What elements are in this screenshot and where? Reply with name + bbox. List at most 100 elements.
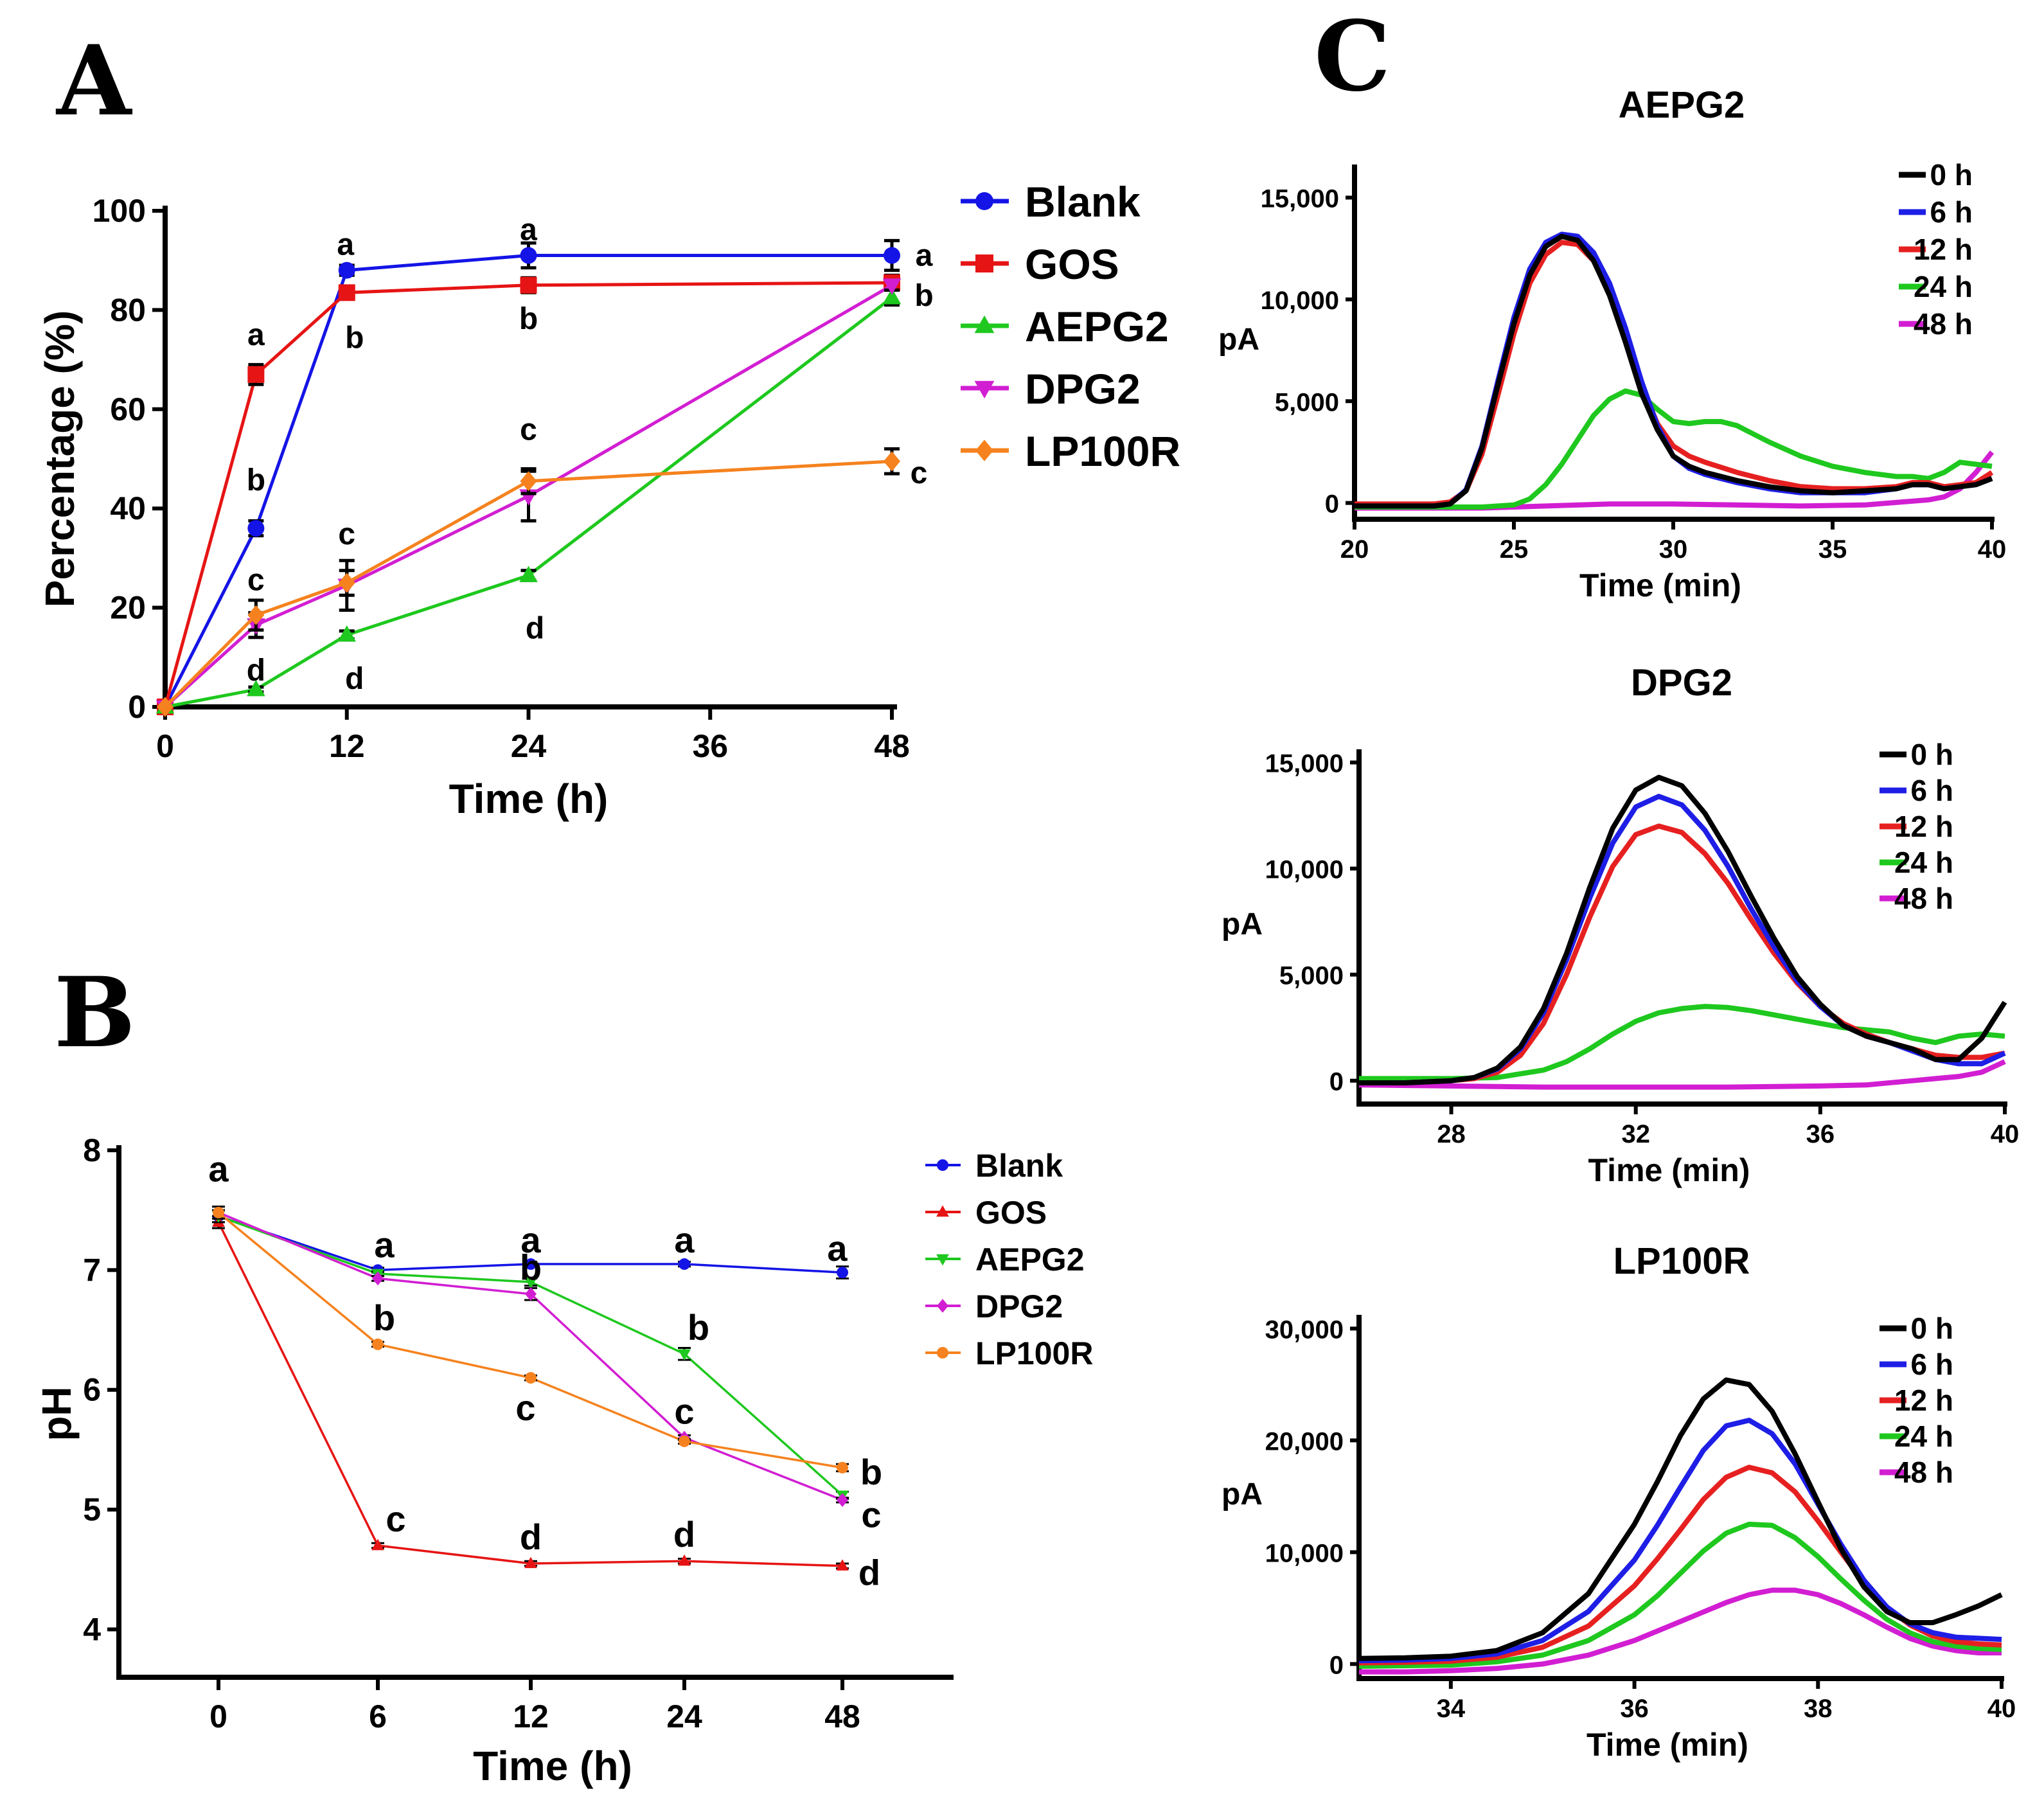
legend-marker-dpg2 (974, 380, 995, 399)
legend: Blank GOS AEPG2 DPG2 LP100R (961, 178, 1180, 475)
data-point-aepg2 (678, 1349, 691, 1361)
data-point-aepg2 (247, 680, 265, 697)
panel-label-b: B (54, 956, 136, 1069)
legend-marker-blank (937, 1159, 948, 1171)
legend-label-6-h: 6 h (1930, 195, 1973, 229)
legend-marker-blank (975, 192, 993, 210)
series-line-24-h (1358, 1521, 2002, 1669)
significance-letter: b (860, 1452, 882, 1492)
legend-label-gos: GOS (1025, 240, 1119, 288)
legend-marker-dpg2 (937, 1299, 948, 1313)
series-lp100r: b c b (212, 1206, 882, 1492)
y-tick-label: 5,000 (1275, 388, 1339, 416)
data-point-gos (678, 1554, 691, 1566)
y-tick-label: 40 (110, 490, 146, 526)
y-axis-title: pA (1218, 323, 1259, 357)
data-point-gos (520, 276, 537, 294)
legend-marker-gos (975, 254, 993, 272)
significance-letter: d (858, 1553, 880, 1593)
legend: 0 h6 h12 h24 h48 h (1899, 158, 1973, 341)
y-tick-label: 4 (83, 1611, 101, 1647)
significance-letter: d (247, 654, 265, 688)
significance-letter: d (520, 1517, 542, 1557)
significance-letter: a (916, 238, 933, 272)
y-tick-label: 7 (83, 1252, 101, 1288)
series-aepg2: d d d (156, 288, 902, 714)
series-lp100r: cc (157, 413, 927, 717)
x-tick-label: 20 (1340, 535, 1369, 564)
data-point-gos (247, 366, 265, 383)
series-line-6-h (1355, 231, 1993, 509)
data-point-aepg2 (882, 288, 902, 305)
x-tick-label: 25 (1500, 535, 1529, 564)
y-tick-label: 0 (1329, 1651, 1344, 1679)
legend-label-24-h: 24 h (1914, 270, 1973, 303)
data-point-dpg2 (525, 1287, 537, 1301)
y-tick-label: 6 (83, 1372, 101, 1408)
chart-c-lp100r: LP100R 0 10,000 20,000 30,000 34 36 38 40 Time (m… (1222, 1240, 2016, 1763)
y-axis-title: Percentage (%) (37, 310, 83, 607)
data-point-lp100r (520, 471, 537, 492)
data-point-lp100r (837, 1461, 848, 1474)
data-point-blank (525, 1258, 537, 1270)
data-point-blank (247, 520, 265, 537)
series-line-48-h (1359, 1587, 2002, 1675)
y-tick-label: 10,000 (1261, 287, 1339, 315)
significance-letter: c (861, 1495, 881, 1535)
significance-letter: c (247, 564, 265, 598)
legend-label-dpg2: DPG2 (975, 1288, 1063, 1324)
legend-label-24-h: 24 h (1894, 1420, 1953, 1453)
significance-letter: c (674, 1391, 694, 1431)
legend-label-24-h: 24 h (1894, 846, 1953, 879)
significance-letter: a (208, 1149, 229, 1190)
significance-letter: b (519, 302, 538, 336)
y-tick-label: 0 (128, 689, 146, 725)
chart-c-dpg2: DPG2 0 5,000 10,000 15,000 28 32 36 40 Time (min)… (1222, 662, 2019, 1188)
y-tick-label: 15,000 (1261, 185, 1339, 213)
y-tick-label: 8 (83, 1132, 101, 1168)
y-tick-label: 0 (1325, 490, 1339, 519)
data-point-gos (338, 284, 355, 301)
x-axis-title: Time (min) (1586, 1727, 1748, 1763)
legend-label-aepg2: AEPG2 (1025, 303, 1169, 350)
y-axis-title: pA (1222, 1477, 1263, 1511)
significance-letter: b (688, 1307, 709, 1348)
x-tick-label: 24 (511, 728, 547, 764)
legend-label-aepg2: AEPG2 (975, 1242, 1085, 1278)
x-tick-label: 36 (1806, 1120, 1835, 1148)
legend-label-blank: Blank (1025, 178, 1141, 226)
legend: 0 h6 h12 h24 h48 h (1880, 738, 1953, 915)
significance-letter: b (914, 279, 933, 313)
legend-label-12-h: 12 h (1914, 233, 1973, 266)
y-tick-label: 20 (110, 590, 146, 626)
significance-letter: c (338, 517, 355, 551)
panel-label-c: C (1314, 0, 1391, 113)
legend-label-dpg2: DPG2 (1025, 365, 1141, 413)
legend-label-48-h: 48 h (1894, 1456, 1953, 1489)
series-dpg2: bc (212, 1206, 849, 1507)
significance-letter: d (345, 662, 364, 696)
x-tick-label: 48 (874, 728, 910, 764)
data-point-blank (884, 247, 900, 264)
significance-letter: c (386, 1499, 405, 1539)
data-point-blank (338, 262, 355, 279)
significance-letter: a (827, 1228, 848, 1269)
legend-marker-gos (936, 1205, 949, 1217)
legend-label-gos: GOS (975, 1195, 1047, 1231)
x-tick-label: 28 (1437, 1120, 1466, 1148)
series-line-24-h (1359, 1004, 2005, 1082)
x-tick-label: 35 (1818, 535, 1847, 564)
x-tick-label: 48 (824, 1698, 860, 1734)
y-tick-label: 20,000 (1265, 1427, 1344, 1456)
x-tick-label: 24 (666, 1698, 702, 1734)
chart-title: LP100R (1613, 1240, 1750, 1282)
significance-letter: b (520, 1247, 542, 1288)
y-tick-label: 10,000 (1265, 1539, 1344, 1567)
significance-letter: c (515, 1387, 535, 1428)
data-point-lp100r (247, 605, 265, 625)
significance-letter: a (374, 1224, 395, 1265)
series-blank: a a a a a (208, 1149, 849, 1279)
significance-letter: c (520, 413, 537, 447)
legend-label-blank: Blank (975, 1148, 1063, 1184)
